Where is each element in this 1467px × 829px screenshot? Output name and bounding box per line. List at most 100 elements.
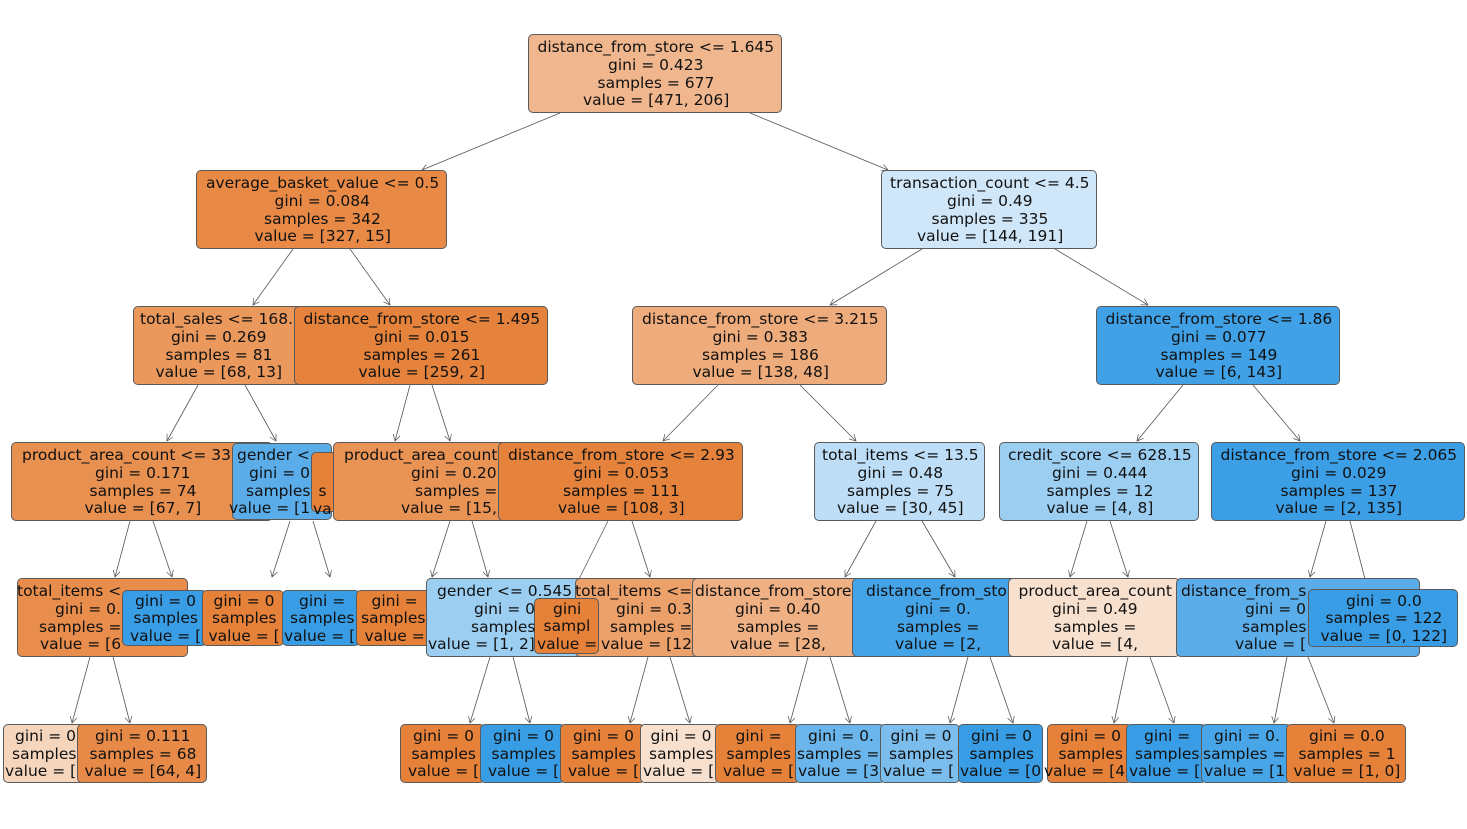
split-node: product_area_count <= 33 gini = 0.171 samp… <box>11 442 273 521</box>
node-text-line: samples = 186 <box>702 345 819 364</box>
leaf-node: gini = 0 samples value = [0 <box>958 724 1043 783</box>
node-text-line: value = [2, <box>895 635 982 654</box>
split-node: distance_from_store gini = 0.40 samples = v… <box>692 578 862 657</box>
leaf-node: gini = samples value = [ <box>715 724 800 783</box>
node-text-line: samples <box>726 744 791 763</box>
node-text-line: gini = 0.0 <box>1346 591 1422 610</box>
tree-edge-arrow <box>799 384 856 441</box>
node-text-line: sampl <box>543 617 591 636</box>
node-text-line: value = [4 <box>1044 762 1126 781</box>
node-text-line: va <box>313 499 332 518</box>
node-text-line: value = [471, 206] <box>583 91 730 110</box>
node-text-line: distance_from_sto <box>866 582 1007 601</box>
tree-edge-arrow <box>845 520 877 577</box>
tree-edge-arrow <box>1307 656 1334 723</box>
node-text-line: value = [ <box>5 762 77 781</box>
node-text-line: value = <box>364 626 425 645</box>
node-text-line: value = [68, 13] <box>155 363 283 382</box>
node-text-line: gini <box>553 599 582 618</box>
node-text-line: gini = 0.084 <box>274 191 371 210</box>
node-text-line: s <box>318 482 327 500</box>
node-text-line: gini = 0. <box>808 727 874 746</box>
node-text-line: value = <box>537 634 598 653</box>
node-text-line: value = [138, 48] <box>692 363 829 382</box>
node-text-line: samples = 74 <box>89 481 197 500</box>
split-node: total_items <= 13.5 gini = 0.48 samples = … <box>814 442 985 521</box>
node-text-line: value = [1 <box>229 499 311 518</box>
node-text-line: gini = <box>299 591 346 610</box>
node-text-line: value = [ <box>643 762 715 781</box>
node-text-line: value = [ <box>568 762 640 781</box>
leaf-node: gini = 0 samples value = [ <box>480 724 565 783</box>
node-text-line: distance_from_store <= 3.215 <box>642 310 879 329</box>
tree-edge-arrow <box>512 656 530 723</box>
node-text-line: gini = 0 <box>971 727 1032 746</box>
node-text-line: value = [15, <box>401 499 497 518</box>
node-text-line: samples = 12 <box>1046 481 1154 500</box>
split-node: distance_from_store <= 1.645 gini = 0.423… <box>528 34 782 113</box>
node-text-line: gini = <box>371 591 418 610</box>
split-node: total_sales <= 168. gini = 0.269 samples =… <box>133 306 303 385</box>
tree-edge-arrow <box>1054 248 1148 305</box>
node-text-line: samples = 342 <box>264 209 381 228</box>
node-text-line: distance_from_store <= 1.495 <box>303 310 541 329</box>
node-text-line: samples = 677 <box>597 73 715 92</box>
node-text-line: value = [ <box>1129 762 1201 781</box>
node-text-line: samples <box>361 609 426 628</box>
tree-edge-arrow <box>1114 656 1129 723</box>
node-text-line: gini = 0.029 <box>1291 463 1387 482</box>
tree-edge-arrow <box>1274 656 1288 723</box>
node-text-line: samples = 68 <box>89 744 197 763</box>
node-text-line: value = [2, 135] <box>1275 499 1403 518</box>
node-text-line: gini = 0.053 <box>573 463 670 482</box>
tree-edge-arrow <box>470 656 491 723</box>
tree-edge-arrow <box>1149 656 1174 723</box>
tree-edge-arrow <box>1070 520 1088 577</box>
leaf-node: gini = 0 samples value = [ <box>122 590 207 646</box>
tree-edge-arrow <box>471 520 488 577</box>
node-text-line: value = [12 <box>601 635 692 654</box>
tree-edge-arrow <box>152 520 172 577</box>
tree-edge-arrow <box>115 520 131 577</box>
node-text-line: samples = <box>415 481 498 500</box>
tree-edge-arrow <box>1109 520 1128 577</box>
node-text-line: samples <box>1058 744 1123 763</box>
node-text-line: samples <box>212 609 277 628</box>
node-text-line: gini = 0. <box>55 599 121 618</box>
node-text-line: gini = 0.40 <box>735 599 821 618</box>
tree-edge-arrow <box>167 384 199 441</box>
node-text-line: gini = 0.077 <box>1171 327 1267 346</box>
node-text-line: gini = 0.0 <box>1309 727 1385 746</box>
node-text-line: gini = 0.20 <box>411 463 497 482</box>
node-text-line: samples = <box>610 617 693 636</box>
node-text-line: samples = 261 <box>363 345 481 364</box>
node-text-line: transaction_count <= 4.5 <box>890 174 1090 193</box>
node-text-line: gini = 0 <box>474 599 535 618</box>
leaf-node: gini = samples value = [ <box>282 590 360 646</box>
node-text-line: value = [28, <box>730 635 826 654</box>
node-text-line: value = [67, 7] <box>84 499 202 518</box>
tree-edge-arrow <box>663 384 719 441</box>
node-text-line: value = [327, 15] <box>254 227 391 246</box>
tree-edge-arrow <box>112 656 130 723</box>
node-text-line: total_items < <box>17 582 122 601</box>
node-text-line: samples <box>1135 744 1200 763</box>
leaf-node: gini = 0.0 samples = 122 value = [0, 122] <box>1308 589 1458 647</box>
node-text-line: credit_score <= 628.15 <box>1008 446 1192 465</box>
tree-edge-arrow <box>631 520 650 577</box>
node-text-line: total_sales <= 168. <box>140 310 294 329</box>
node-text-line: samples = <box>737 617 820 636</box>
node-text-line: value = [ <box>723 762 795 781</box>
node-text-line: samples = 75 <box>847 481 954 500</box>
node-text-line: value = [3 <box>798 762 880 781</box>
node-text-line: samples = <box>1203 744 1286 763</box>
node-text-line: gini = 0.111 <box>95 727 191 746</box>
node-text-line: samples = <box>1054 617 1137 636</box>
leaf-node: gini = 0 samples value = [ <box>202 590 284 646</box>
node-text-line: average_basket_value <= 0.5 <box>206 174 440 193</box>
node-text-line: samples <box>571 744 636 763</box>
tree-edge-arrow <box>422 112 561 170</box>
node-text-line: value = [64, 4] <box>84 762 202 781</box>
